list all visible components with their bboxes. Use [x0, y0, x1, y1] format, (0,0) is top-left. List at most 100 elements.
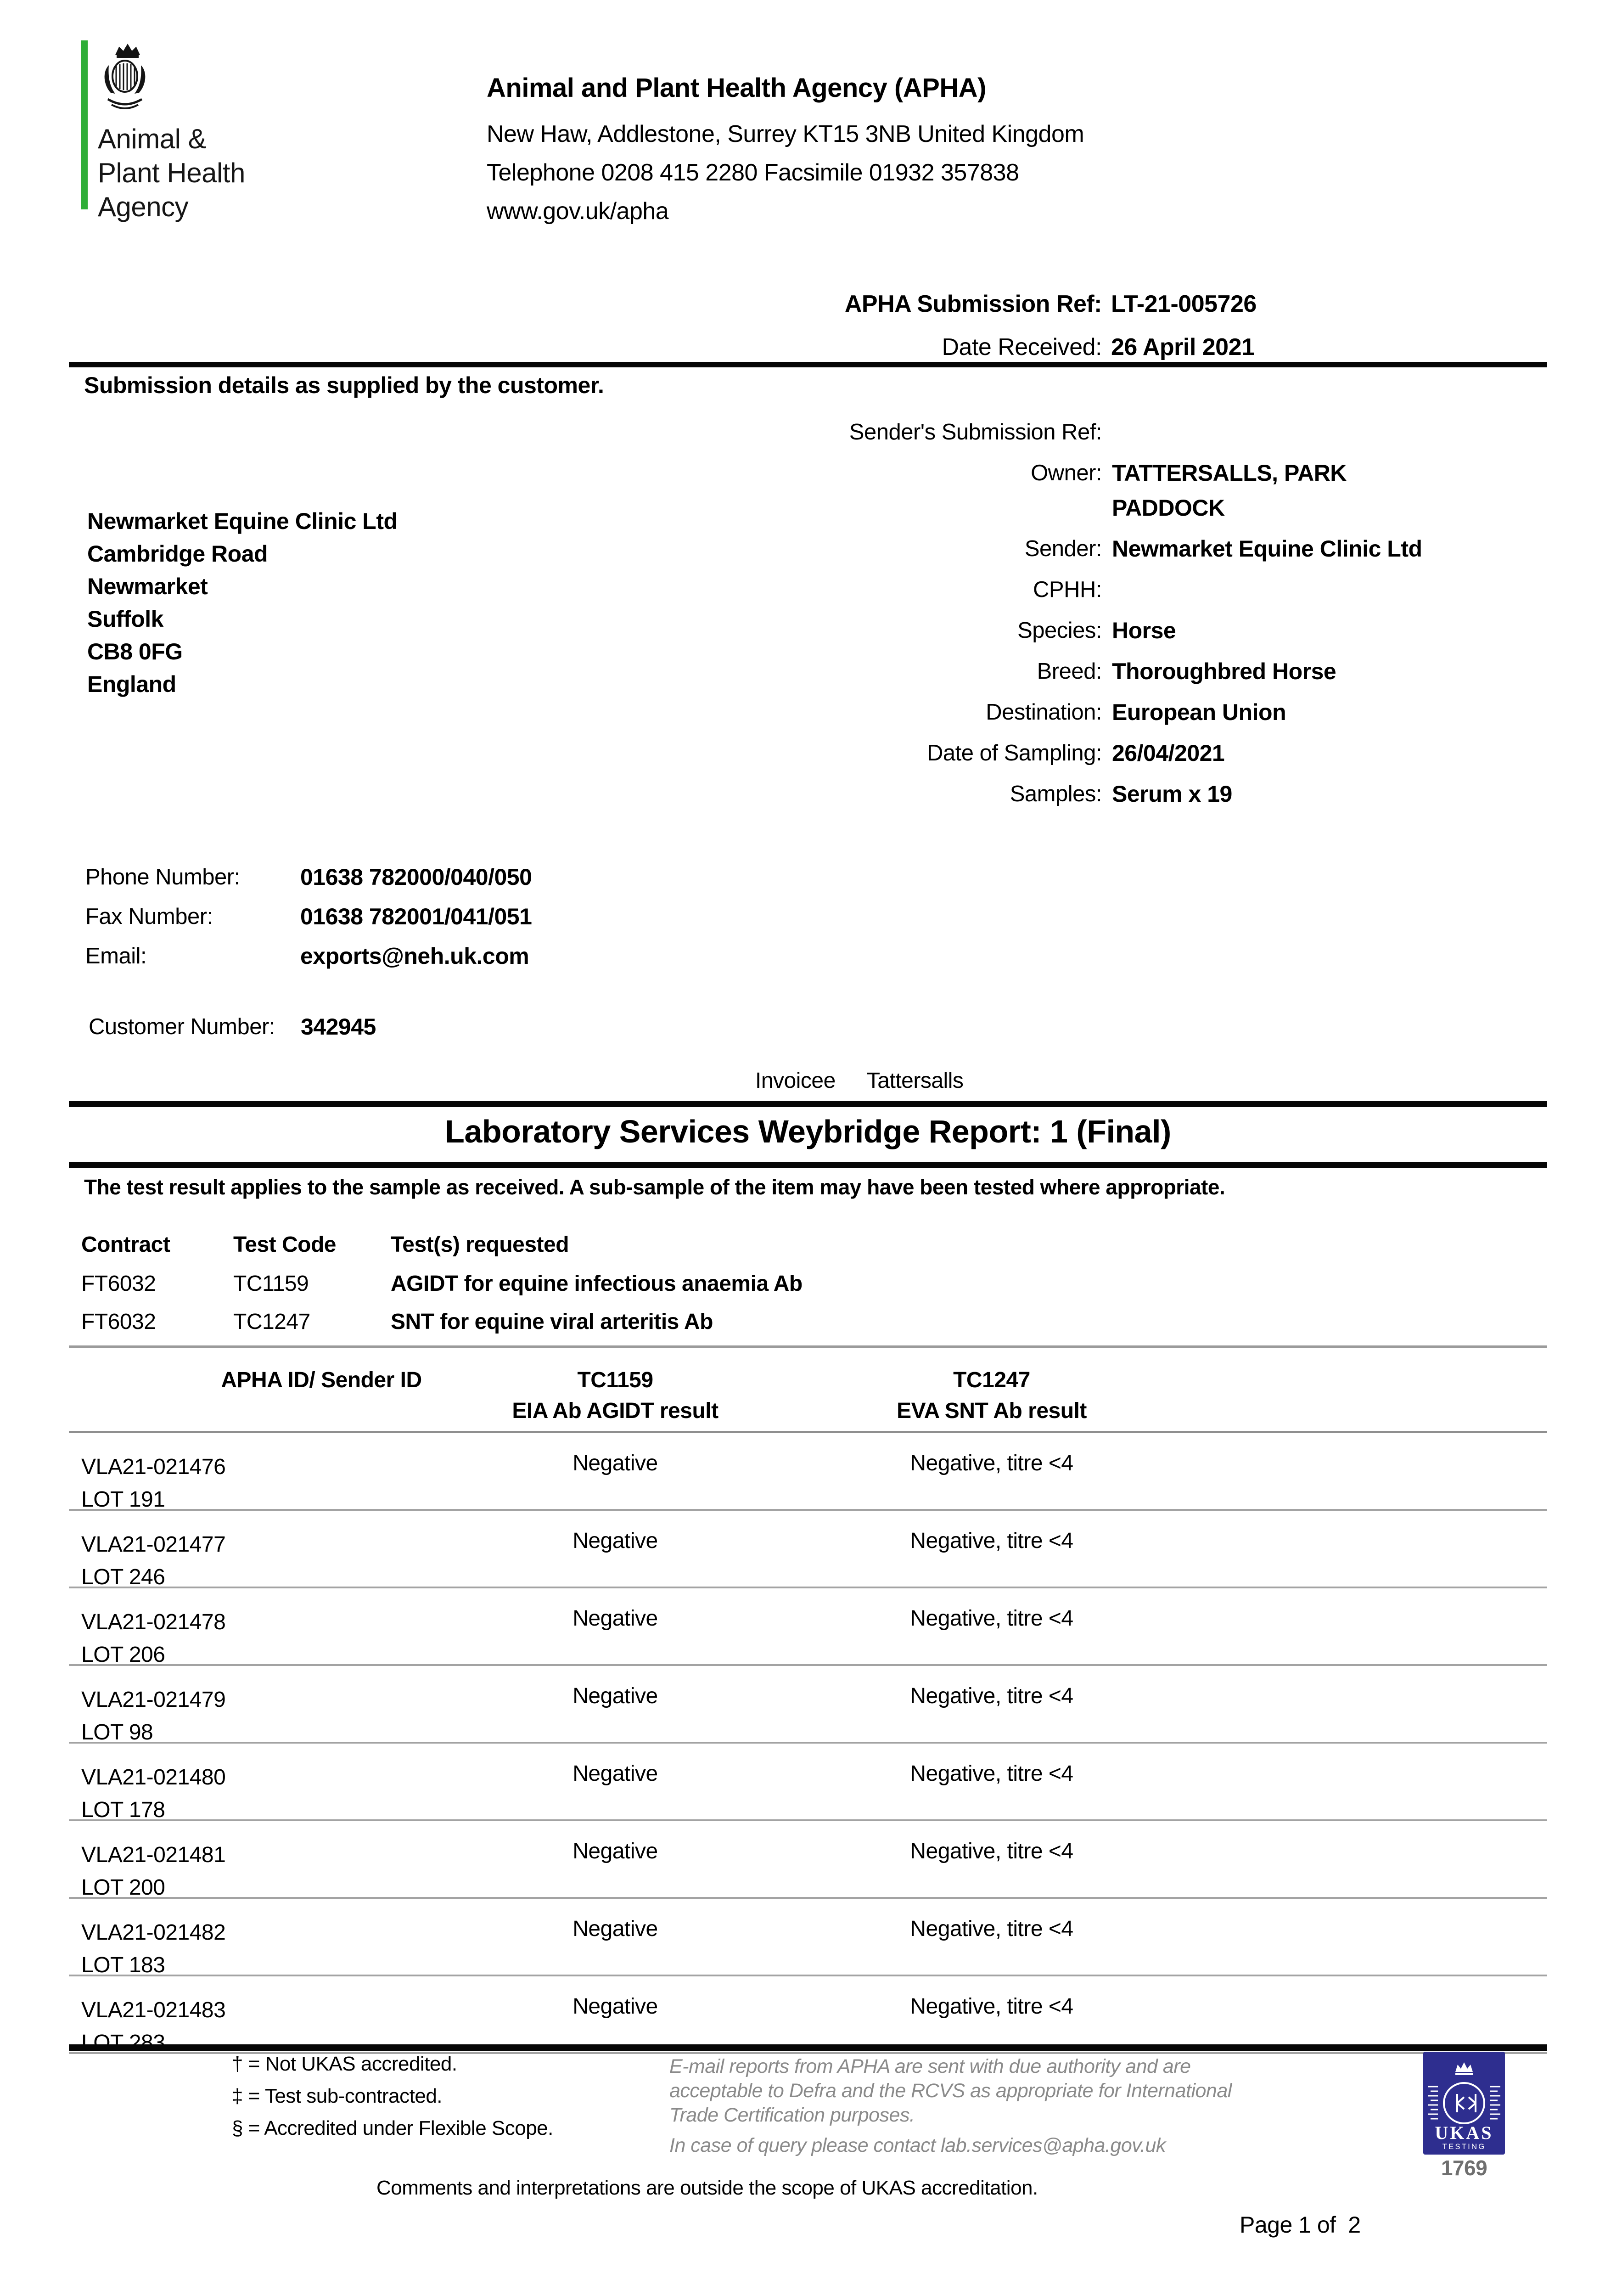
- eia-result-cell: Negative: [572, 1994, 658, 2019]
- email-authority-note: E-mail reports from APHA are sent with d…: [669, 2054, 1232, 2127]
- submission-fields: Sender's Submission Ref: Owner: TATTERSA…: [707, 415, 1452, 817]
- ukas-accreditation-number: 1769: [1441, 2156, 1487, 2180]
- eia-result-cell: Negative: [572, 1606, 658, 1631]
- sample-apha-id: VLA21-021480: [81, 1765, 226, 1790]
- sample-lot: LOT 191: [81, 1487, 165, 1512]
- results-col2-header-code: TC1159: [577, 1368, 653, 1392]
- page-number: Page 1 of 2: [1240, 2212, 1361, 2238]
- eva-result-cell: Negative, titre <4: [910, 1684, 1073, 1708]
- logo-line-1: Animal &: [98, 124, 207, 154]
- test-name-cell: SNT for equine viral arteritis Ab: [391, 1310, 713, 1334]
- invoicee-label: Invoicee: [755, 1069, 836, 1093]
- eva-result-cell: Negative, titre <4: [910, 1529, 1073, 1553]
- report-disclaimer: The test result applies to the sample as…: [84, 1175, 1225, 1199]
- field-label: Samples:: [1010, 782, 1102, 806]
- contact-row: Email: exports@neh.uk.com: [85, 939, 532, 974]
- test-code-cell: TC1247: [233, 1310, 310, 1334]
- customer-address-line: Newmarket: [87, 574, 208, 599]
- sample-apha-id: VLA21-021483: [81, 1998, 226, 2022]
- divider-top: [69, 362, 1547, 367]
- apha-submission-ref-row: APHA Submission Ref: LT-21-005726: [592, 290, 1257, 318]
- field-label: CPHH:: [1033, 577, 1102, 602]
- test-code-header: Test Code: [233, 1232, 336, 1257]
- divider-results-top: [69, 1345, 1547, 1348]
- customer-address-line: England: [87, 671, 176, 697]
- submission-field-row: Samples: Serum x 19: [707, 777, 1452, 811]
- results-table-row: VLA21-021478 LOT 206 Negative Negative, …: [69, 1588, 1547, 1667]
- results-col3-header-name: EVA SNT Ab result: [897, 1399, 1087, 1423]
- eia-result-cell: Negative: [572, 1684, 658, 1708]
- tests-requested-rows: FT6032 TC1159 AGIDT for equine infectiou…: [81, 1271, 803, 1347]
- sample-id-cell: VLA21-021480 LOT 178: [81, 1761, 226, 1826]
- submission-field-row: Date of Sampling: 26/04/2021: [707, 736, 1452, 771]
- customer-number-value: 342945: [301, 1014, 376, 1040]
- email-authority-note-line: acceptable to Defra and the RCVS as appr…: [669, 2080, 1232, 2102]
- tests-requested-header-label: Test(s) requested: [391, 1232, 569, 1257]
- field-value: [1112, 572, 1452, 607]
- field-label: Sender's Submission Ref:: [849, 420, 1102, 445]
- accreditation-legend-item: § = Accredited under Flexible Scope.: [232, 2117, 553, 2139]
- field-label: Destination:: [986, 700, 1102, 725]
- tests-requested-row: FT6032 TC1247 SNT for equine viral arter…: [81, 1309, 803, 1347]
- field-label: Breed:: [1037, 659, 1102, 684]
- ukas-name-text: UKAS: [1435, 2122, 1493, 2143]
- contact-row: Fax Number: 01638 782001/041/051: [85, 899, 532, 934]
- sample-lot: LOT 200: [81, 1875, 165, 1900]
- results-table-row: VLA21-021481 LOT 200 Negative Negative, …: [69, 1821, 1547, 1900]
- sample-lot: LOT 183: [81, 1953, 165, 1977]
- accreditation-legend-item: ‡ = Test sub-contracted.: [232, 2085, 443, 2107]
- date-received-label: Date Received:: [942, 334, 1102, 360]
- logo-line-3: Agency: [98, 191, 189, 222]
- field-value: Serum x 19: [1112, 781, 1232, 807]
- field-label: Species:: [1017, 618, 1102, 643]
- agency-title: Animal and Plant Health Agency (APHA): [487, 73, 986, 103]
- field-value: Thoroughbred Horse: [1112, 658, 1336, 684]
- sample-lot: LOT 246: [81, 1565, 165, 1589]
- apha-submission-ref-label: APHA Submission Ref:: [844, 291, 1102, 317]
- contact-value: exports@neh.uk.com: [300, 943, 529, 969]
- eia-result-cell: Negative: [572, 1917, 658, 1941]
- contact-value: 01638 782000/040/050: [300, 864, 532, 890]
- results-table-row: VLA21-021480 LOT 178 Negative Negative, …: [69, 1744, 1547, 1822]
- agency-phone-fax: Telephone 0208 415 2280 Facsimile 01932 …: [487, 159, 1019, 186]
- sample-apha-id: VLA21-021481: [81, 1843, 226, 1867]
- sample-id-cell: VLA21-021479 LOT 98: [81, 1683, 226, 1749]
- field-label: Date of Sampling:: [927, 741, 1102, 765]
- divider-title-top: [69, 1101, 1547, 1107]
- results-col3-header-code: TC1247: [953, 1368, 1030, 1392]
- customer-address-line: CB8 0FG: [87, 639, 183, 664]
- eia-result-cell: Negative: [572, 1839, 658, 1863]
- sample-apha-id: VLA21-021479: [81, 1688, 226, 1712]
- eva-result-cell: Negative, titre <4: [910, 1917, 1073, 1941]
- query-contact-note: In case of query please contact lab.serv…: [669, 2134, 1166, 2156]
- results-col2-header-name: EIA Ab AGIDT result: [512, 1399, 718, 1423]
- submission-field-row: Species: Horse: [707, 613, 1452, 648]
- eva-result-cell: Negative, titre <4: [910, 1761, 1073, 1786]
- test-name-cell: AGIDT for equine infectious anaemia Ab: [391, 1272, 803, 1296]
- customer-address-line: Cambridge Road: [87, 541, 268, 567]
- results-table-row: VLA21-021482 LOT 183 Negative Negative, …: [69, 1899, 1547, 1977]
- agency-website: www.gov.uk/apha: [487, 198, 669, 225]
- results-table-body: VLA21-021476 LOT 191 Negative Negative, …: [69, 1433, 1547, 2055]
- eva-result-cell: Negative, titre <4: [910, 1839, 1073, 1863]
- contact-row: Phone Number: 01638 782000/040/050: [85, 860, 532, 895]
- test-code-cell: TC1159: [233, 1272, 309, 1296]
- results-table-row: VLA21-021476 LOT 191 Negative Negative, …: [69, 1433, 1547, 1512]
- contact-label: Phone Number:: [85, 865, 240, 889]
- divider-footer: [69, 2044, 1547, 2051]
- email-authority-note-line: Trade Certification purposes.: [669, 2104, 915, 2126]
- customer-address-block: Newmarket Equine Clinic Ltd Cambridge Ro…: [87, 505, 398, 701]
- field-value: TATTERSALLS, PARK PADDOCK: [1112, 460, 1347, 521]
- sample-lot: LOT 178: [81, 1798, 165, 1822]
- royal-crest-icon: [104, 44, 146, 109]
- customer-number-row: Customer Number: 342945: [89, 1013, 376, 1041]
- report-title: Laboratory Services Weybridge Report: 1 …: [445, 1114, 1171, 1149]
- eva-result-cell: Negative, titre <4: [910, 1451, 1073, 1475]
- apha-logo-wordmark: Animal & Plant Health Agency: [98, 122, 245, 224]
- comments-scope-note: Comments and interpretations are outside…: [376, 2177, 1038, 2199]
- field-value: Newmarket Equine Clinic Ltd: [1112, 536, 1422, 562]
- sample-id-cell: VLA21-021476 LOT 191: [81, 1451, 226, 1516]
- submission-field-row: Destination: European Union: [707, 695, 1452, 730]
- tests-requested-table: Contract Test Code Test(s) requested FT6…: [81, 1232, 803, 1347]
- field-label: Sender:: [1024, 536, 1102, 561]
